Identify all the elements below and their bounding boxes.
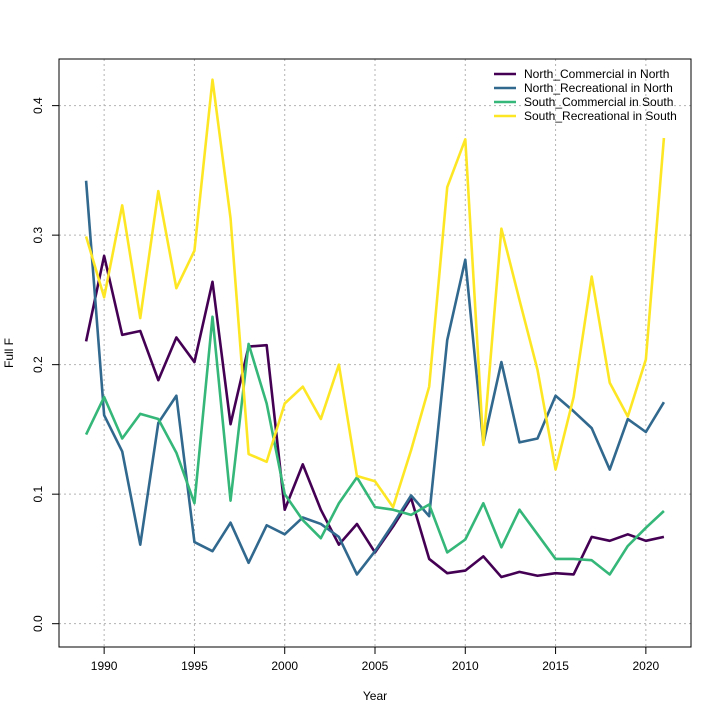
y-tick-label: 0.2 bbox=[31, 356, 45, 373]
x-tick-label: 2020 bbox=[633, 659, 660, 673]
series-line-2 bbox=[84, 180, 666, 576]
legend-label-2: North_Recreational in North bbox=[524, 81, 673, 95]
legend: North_Commercial in NorthNorth_Recreatio… bbox=[494, 67, 677, 123]
y-axis-title: Full F bbox=[2, 338, 16, 368]
legend-label-1: North_Commercial in North bbox=[524, 67, 669, 81]
x-axis-title: Year bbox=[363, 689, 387, 703]
legend-label-4: South_Recreational in South bbox=[524, 109, 677, 123]
x-tick-label: 1995 bbox=[181, 659, 208, 673]
y-tick-label: 0.0 bbox=[31, 615, 45, 632]
y-tick-label: 0.4 bbox=[31, 97, 45, 114]
legend-label-3: South_Commercial in South bbox=[524, 95, 673, 109]
x-axis: 1990 1995 2000 2005 2010 2015 2020 bbox=[91, 646, 660, 673]
x-tick-label: 2005 bbox=[362, 659, 389, 673]
x-tick-label: 2015 bbox=[542, 659, 569, 673]
y-tick-label: 0.1 bbox=[31, 486, 45, 503]
x-tick-label: 2000 bbox=[271, 659, 298, 673]
x-tick-label: 2010 bbox=[452, 659, 479, 673]
y-tick-label: 0.3 bbox=[31, 226, 45, 243]
series-line-3 bbox=[84, 315, 665, 576]
series-lines bbox=[84, 78, 666, 579]
x-tick-label: 1990 bbox=[91, 659, 118, 673]
series-line-4 bbox=[84, 78, 666, 509]
y-axis: 0.0 0.1 0.2 0.3 0.4 bbox=[31, 97, 60, 632]
